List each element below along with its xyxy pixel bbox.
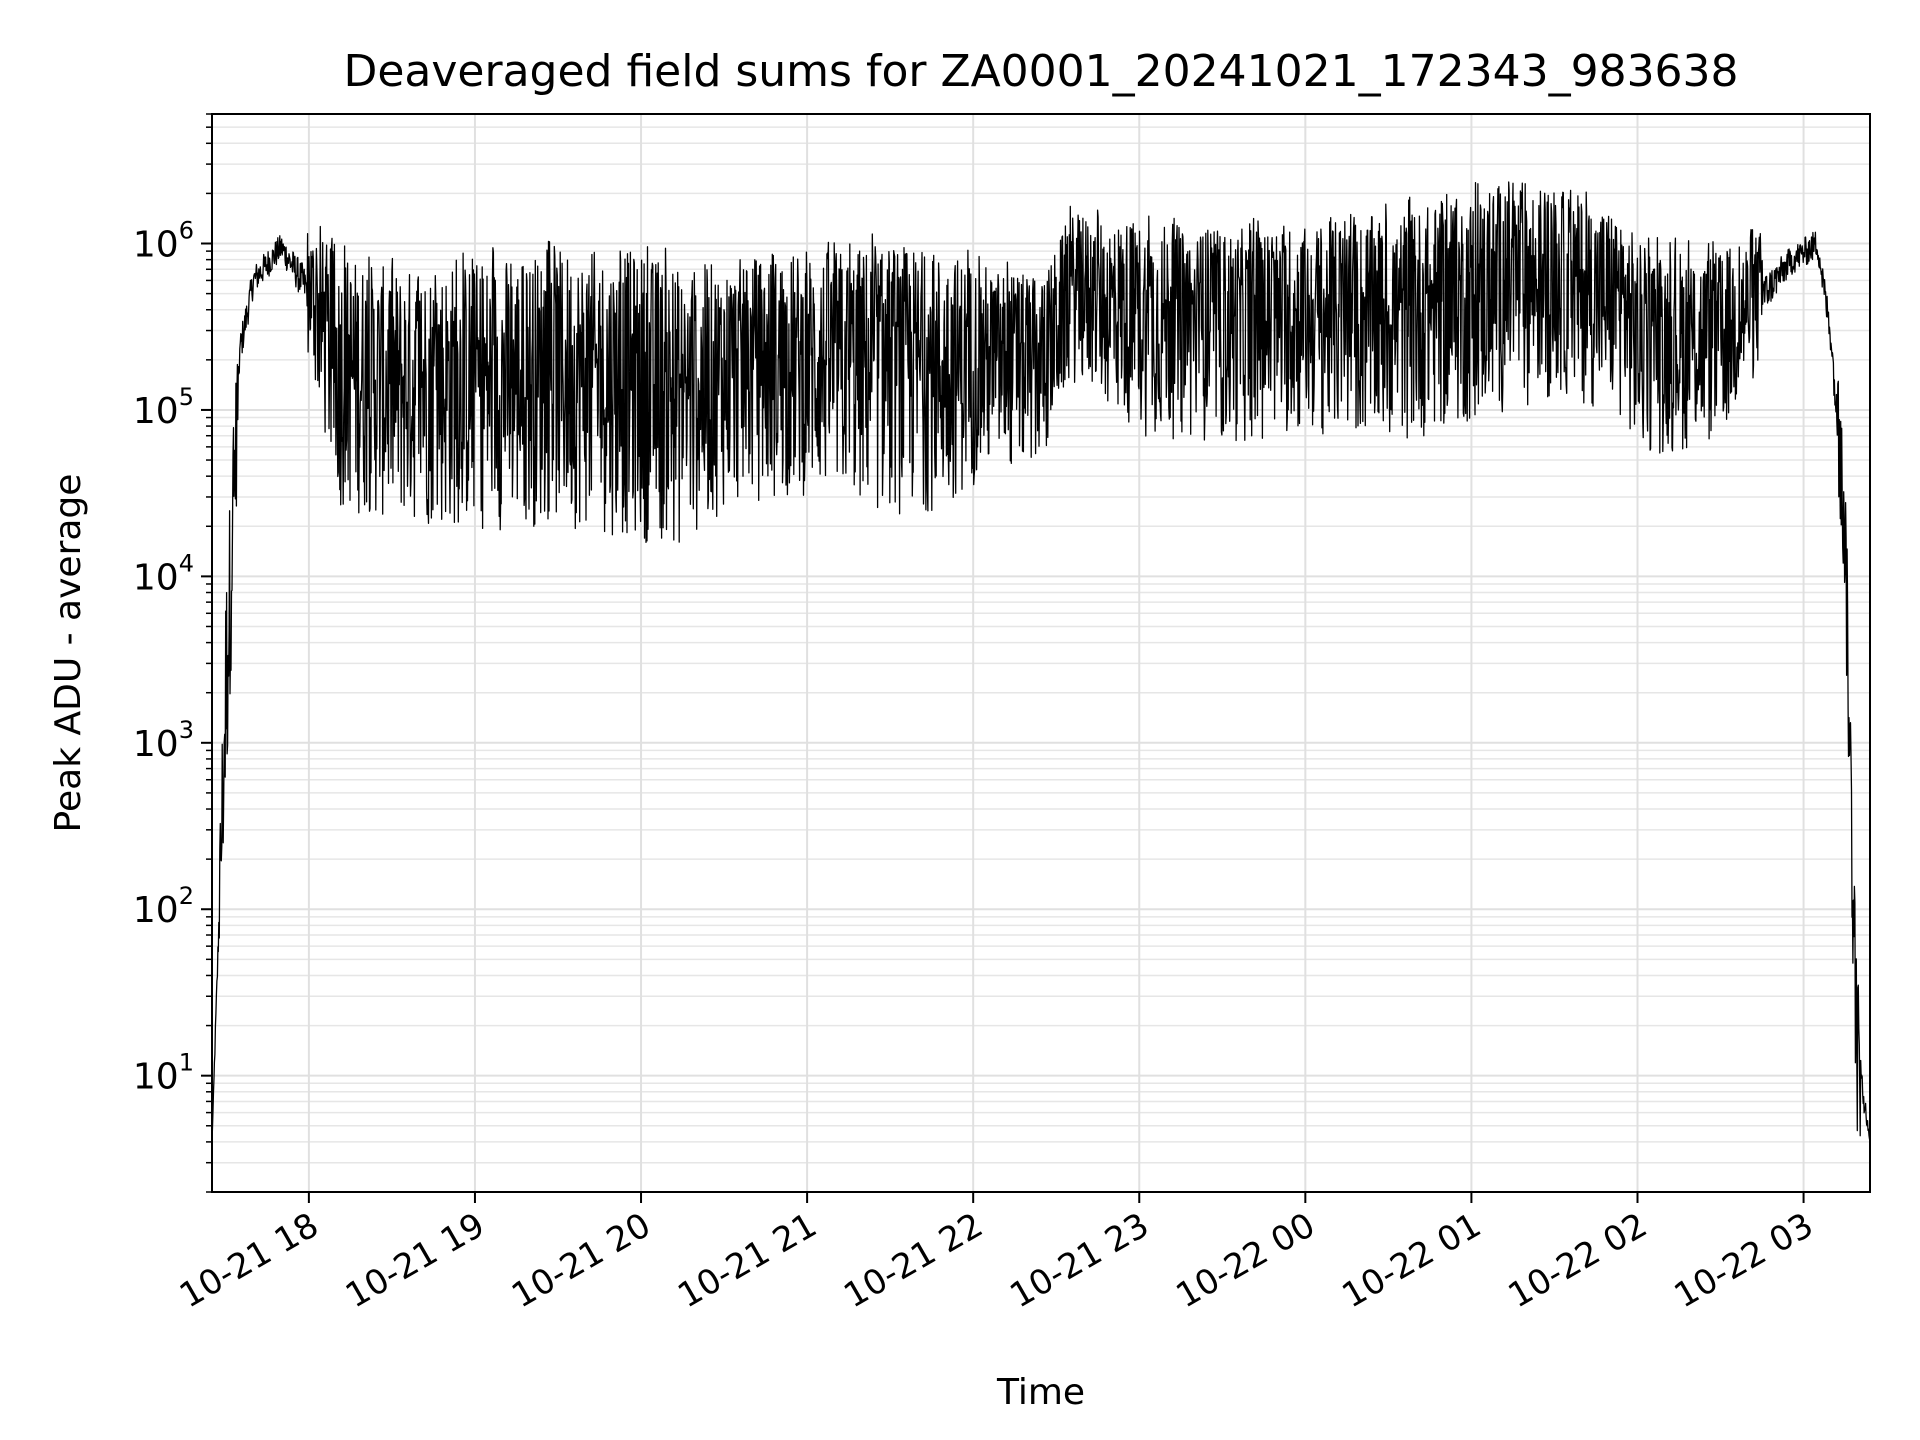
- y-tick-label: 106: [133, 217, 194, 266]
- y-tick-base: 10: [133, 890, 179, 931]
- y-tick-base: 10: [133, 557, 179, 598]
- y-tick-label: 103: [133, 716, 194, 765]
- y-tick-exponent: 3: [179, 716, 194, 744]
- y-tick-base: 10: [133, 1057, 179, 1098]
- series-line: [211, 181, 1871, 1143]
- y-tick-exponent: 4: [179, 549, 194, 577]
- plot-frame: [211, 113, 1871, 1193]
- x-axis-label: Time: [996, 1372, 1085, 1413]
- y-tick-exponent: 5: [179, 383, 194, 411]
- chart-title: Deaveraged field sums for ZA0001_2024102…: [343, 46, 1738, 97]
- series-group: [211, 181, 1871, 1143]
- y-tick-label: 104: [133, 549, 194, 598]
- y-tick-base: 10: [133, 225, 179, 266]
- y-tick-label: 102: [133, 882, 194, 931]
- minor-gridlines: [212, 113, 1870, 1193]
- y-tick-base: 10: [133, 724, 179, 765]
- y-tick-exponent: 1: [179, 1049, 194, 1077]
- y-tick-exponent: 2: [179, 882, 194, 910]
- y-tick-base: 10: [133, 391, 179, 432]
- y-tick-exponent: 6: [179, 217, 194, 245]
- y-tick-label: 101: [133, 1049, 194, 1098]
- y-tick-label: 105: [133, 383, 194, 432]
- y-axis-label: Peak ADU - average: [48, 474, 89, 833]
